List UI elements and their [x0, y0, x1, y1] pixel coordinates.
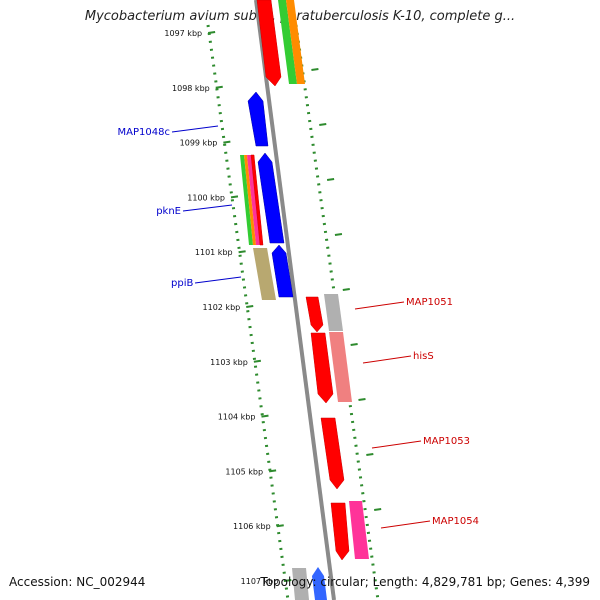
genome-backbone	[254, 0, 336, 600]
kbp-tick-label: 1101 kbp	[195, 248, 233, 257]
outer-track-tick	[342, 288, 350, 291]
outer-track-tick	[350, 343, 358, 346]
cog-green-top	[278, 0, 297, 84]
cog-khaki-ppib	[253, 248, 276, 300]
gene-label-hiss[interactable]: hisS	[413, 351, 434, 362]
outer-track-tick	[319, 123, 327, 126]
kbp-tick	[261, 414, 269, 418]
leader-ppib	[194, 276, 242, 284]
gene-label-map1053[interactable]: MAP1053	[423, 436, 470, 447]
cog-stripe-pink	[247, 155, 260, 245]
kbp-tick	[253, 359, 262, 363]
outer-track-tick	[334, 233, 343, 236]
gene-blue-bottom	[312, 567, 327, 600]
gene-label-ppib[interactable]: ppiB	[171, 278, 193, 289]
leader-map1054	[380, 520, 431, 529]
leader-map1051	[354, 301, 405, 310]
kbp-tick-label: 1098 kbp	[172, 84, 210, 93]
kbp-tick-layer: 1097 kbp 1098 kbp 1099 kbp 1100 kbp 1101 kbp…	[164, 29, 382, 586]
cog-stripe-red	[250, 154, 264, 246]
kbp-tick-label: 1097 kbp	[164, 29, 202, 38]
gene-red-hiss	[310, 332, 334, 404]
gc-track-inner	[206, 24, 290, 600]
gene-blue-pkne	[257, 152, 285, 244]
kbp-tick	[284, 579, 292, 582]
leader-map1048c	[171, 125, 219, 133]
kbp-tick	[276, 524, 284, 528]
kbp-tick	[238, 250, 246, 254]
outer-track-tick	[311, 68, 319, 71]
cog-gray-bottom	[292, 568, 309, 600]
leader-map1053	[371, 440, 422, 449]
kbp-tick-label: 1107 kbp	[241, 577, 279, 586]
cog-orange-top	[286, 0, 305, 84]
kbp-tick-label: 1105 kbp	[225, 467, 263, 476]
gene-label-layer: MAP1048c pknE ppiB MAP1051 hisS MAP1053 …	[118, 125, 479, 529]
kbp-tick-label: 1100 kbp	[187, 193, 225, 202]
outer-track-tick	[366, 453, 374, 456]
kbp-tick-label: 1106 kbp	[233, 522, 271, 531]
gene-red-map1051	[305, 296, 324, 333]
gene-label-map1051[interactable]: MAP1051	[406, 297, 453, 308]
outer-track-tick	[358, 398, 366, 401]
forward-strand-features	[256, 0, 369, 600]
kbp-tick	[230, 195, 239, 199]
gene-red-top	[256, 0, 282, 87]
gene-label-map1054[interactable]: MAP1054	[432, 516, 479, 527]
outer-track-tick	[326, 178, 335, 181]
kbp-tick	[207, 31, 216, 34]
cog-pink-map1054	[349, 501, 369, 559]
leader-hiss	[362, 355, 412, 364]
kbp-tick-label: 1104 kbp	[218, 413, 256, 422]
leader-pkne	[182, 204, 233, 212]
gene-label-map1048c[interactable]: MAP1048c	[118, 127, 170, 138]
kbp-tick	[268, 469, 277, 473]
reverse-strand-features	[240, 91, 294, 300]
kbp-tick-label: 1099 kbp	[180, 139, 218, 148]
cog-gray-map1051	[324, 294, 343, 331]
gene-red-map1053	[320, 417, 345, 490]
gene-blue-ppib	[271, 244, 294, 298]
gc-track-outer	[294, 24, 380, 600]
kbp-tick	[215, 85, 223, 89]
kbp-tick	[223, 140, 231, 144]
gene-label-pkne[interactable]: pknE	[156, 206, 181, 217]
topology-text: Topology: circular; Length: 4,829,781 bp…	[260, 575, 590, 589]
gene-red-map1054	[330, 502, 350, 561]
gene-blue-map1048c	[247, 91, 269, 147]
cog-stripe-orange	[244, 155, 256, 245]
cog-salmon-hiss	[329, 332, 352, 402]
map-title: Mycobacterium avium subsp. paratuberculo…	[84, 9, 516, 24]
kbp-tick-label: 1103 kbp	[210, 358, 248, 367]
kbp-tick	[246, 305, 254, 308]
kbp-tick-label: 1102 kbp	[203, 303, 241, 312]
accession-text: Accession: NC_002944	[9, 575, 146, 589]
cog-stripe-green	[240, 155, 253, 245]
outer-track-tick	[374, 508, 382, 511]
